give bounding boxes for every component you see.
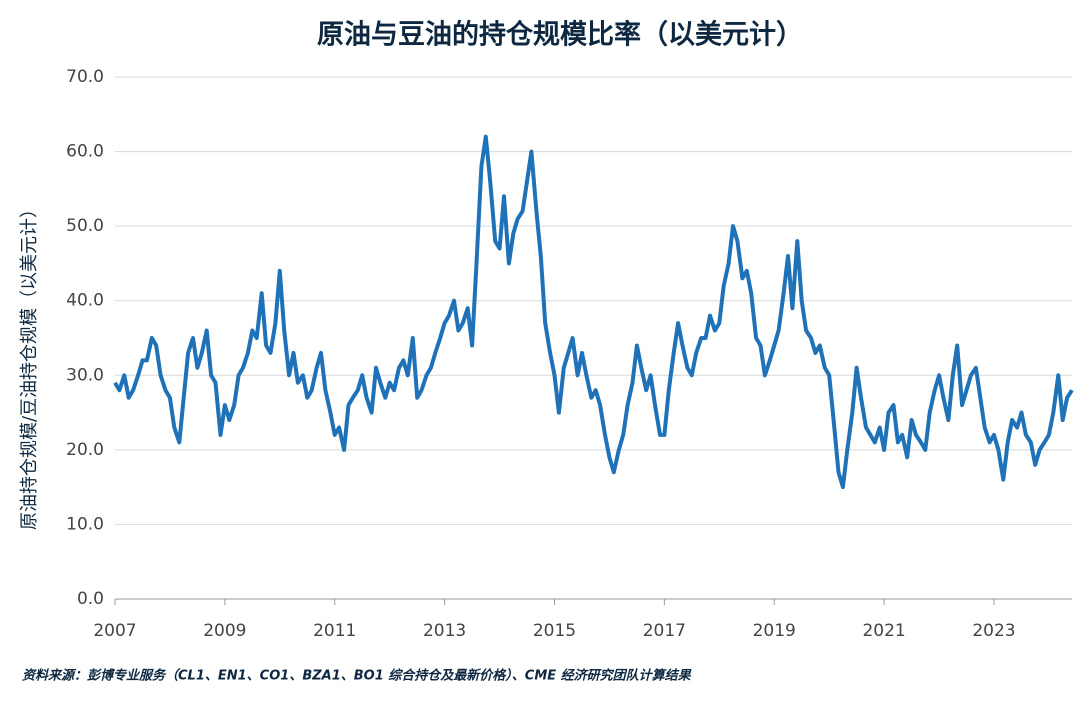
x-tick-label: 2013 — [423, 621, 466, 641]
data-line — [113, 134, 1074, 490]
y-tick-label: 10.0 — [66, 514, 104, 534]
y-tick-label: 20.0 — [66, 440, 104, 460]
x-tick-label: 2011 — [313, 621, 356, 641]
x-tick-label: 2021 — [862, 621, 905, 641]
x-tick-label: 2015 — [533, 621, 576, 641]
y-tick-label: 70.0 — [66, 67, 104, 87]
y-tick-label: 50.0 — [66, 216, 104, 236]
x-tick-label: 2007 — [93, 621, 136, 641]
x-tick-label: 2017 — [643, 621, 686, 641]
y-axis-title: 原油持仓规模/豆油持仓规模（以美元计） — [19, 200, 40, 530]
x-tick-label: 2019 — [753, 621, 796, 641]
x-tick-label: 2023 — [972, 621, 1015, 641]
x-tick-label: 2009 — [203, 621, 246, 641]
source-note: 资料来源：彭博专业服务（CL1、EN1、CO1、BZA1、BO1 综合持仓及最新… — [22, 668, 692, 684]
y-tick-label: 30.0 — [66, 365, 104, 385]
y-tick-label: 0.0 — [77, 589, 104, 609]
chart-title: 原油与豆油的持仓规模比率（以美元计） — [317, 19, 803, 51]
y-tick-label: 60.0 — [66, 142, 104, 162]
y-tick-label: 40.0 — [66, 291, 104, 311]
